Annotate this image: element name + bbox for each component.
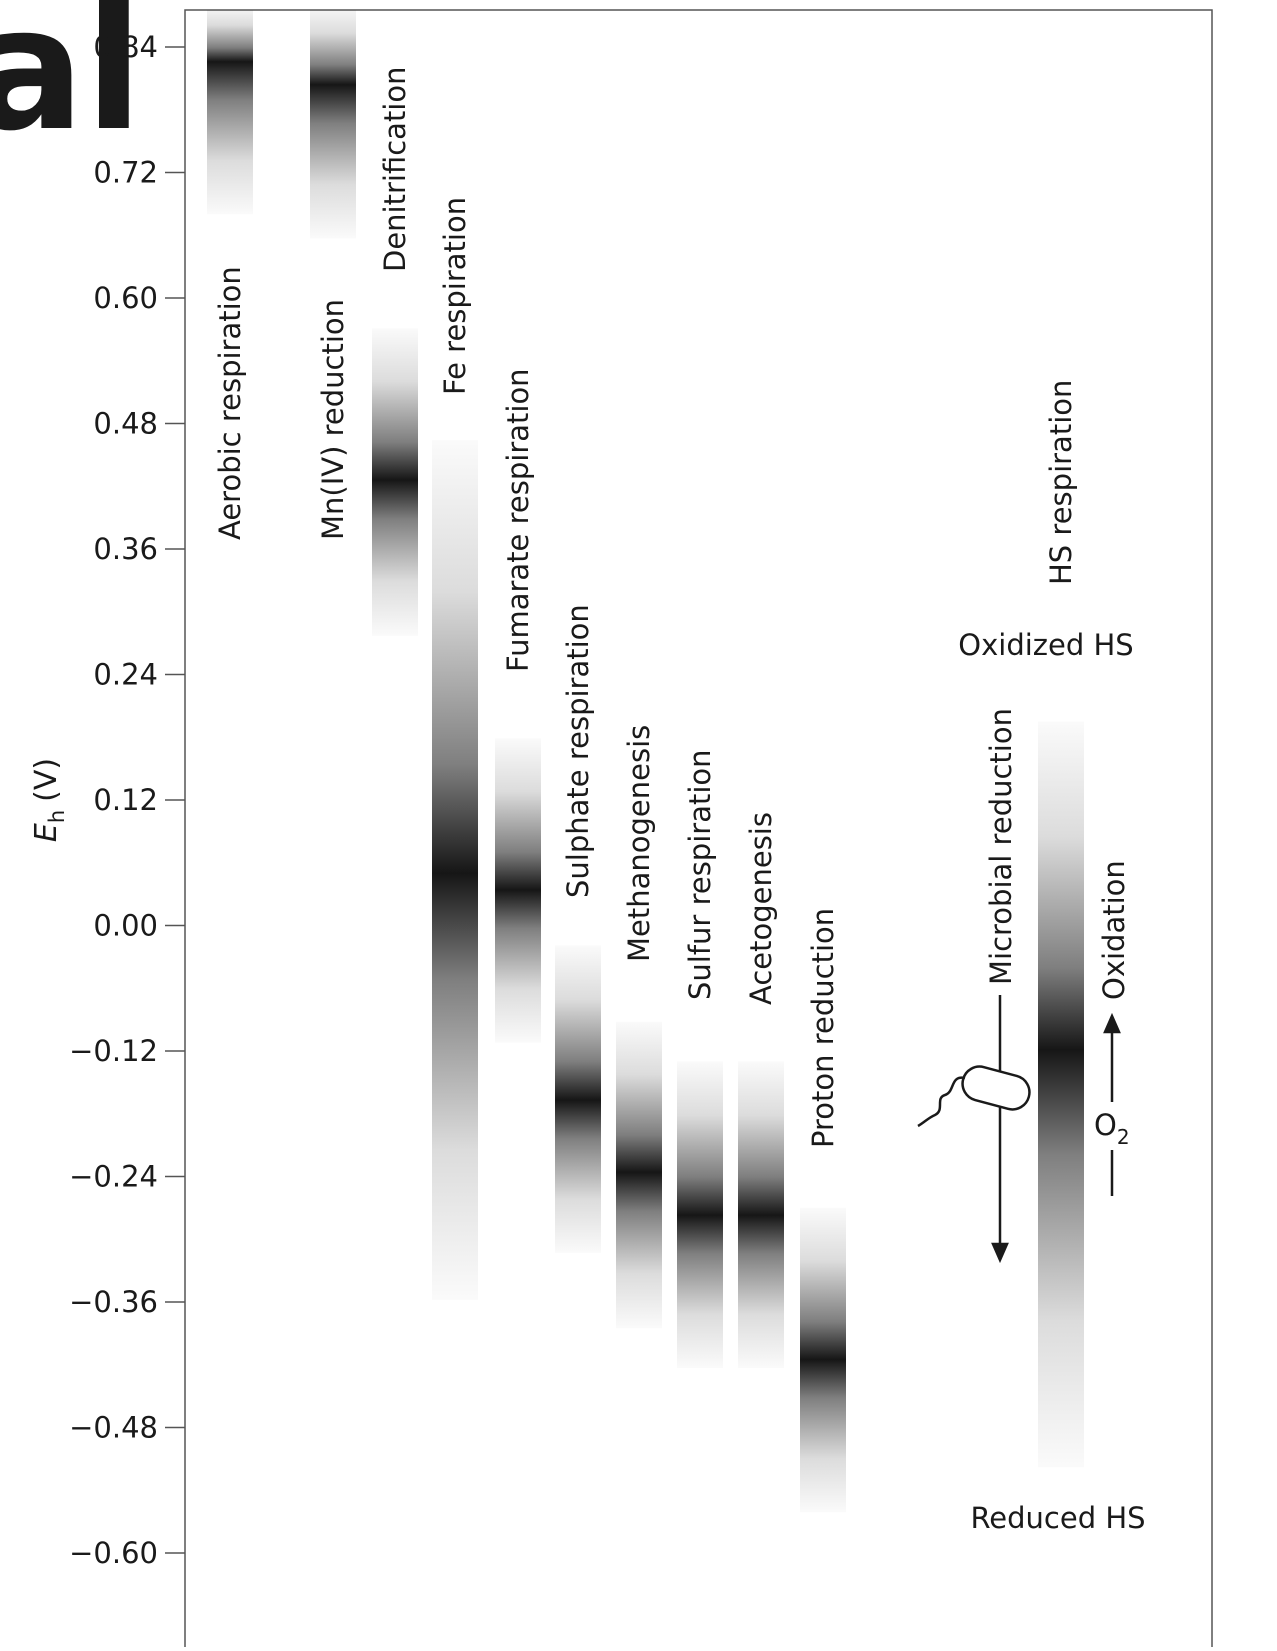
y-tick-label: −0.48 <box>69 1411 158 1445</box>
category-label: Denitrification <box>378 67 412 273</box>
y-label-main: E <box>29 823 64 842</box>
y-tick-label: 0.48 <box>93 407 158 441</box>
y-tick-label: 0.00 <box>93 909 158 943</box>
y-tick-label: 0.12 <box>93 783 158 817</box>
y-label-subscript: h <box>45 810 69 823</box>
category-label: Proton reduction <box>806 908 840 1148</box>
y-tick-label: 0.60 <box>93 281 158 315</box>
range-band <box>738 1061 784 1367</box>
category-label: Aerobic respiration <box>213 266 247 540</box>
agent-subscript: 2 <box>1117 1125 1130 1149</box>
annotation: Oxidized HS <box>958 628 1133 662</box>
annotation: O2 <box>1094 1108 1130 1149</box>
y-label-unit: (V) <box>29 758 64 802</box>
annotation: Oxidation <box>1097 860 1131 1000</box>
y-tick-label: 0.84 <box>93 30 158 64</box>
category-label: Methanogenesis <box>622 725 656 962</box>
range-band <box>555 945 601 1252</box>
chart: al Eh (V) Oxidized HS Reduced HS Microbia… <box>0 0 1277 1647</box>
category-label: Acetogenesis <box>744 812 778 1005</box>
y-tick-label: −0.12 <box>69 1034 158 1068</box>
range-band <box>616 1022 662 1328</box>
category-label: HS respiration <box>1044 380 1078 585</box>
category-label: Sulphate respiration <box>561 604 595 898</box>
y-tick-label: 0.72 <box>93 156 158 190</box>
category-label: Sulfur respiration <box>683 749 717 1000</box>
arrow-head <box>1105 1016 1119 1032</box>
flagellum <box>918 1078 965 1126</box>
category-label: Fe respiration <box>438 197 472 395</box>
page: {"cropped_text": "al", "chart_data": { "… <box>0 0 1277 1647</box>
range-band <box>677 1061 723 1367</box>
category-label: Mn(IV) reduction <box>316 299 350 540</box>
range-band <box>372 328 418 635</box>
y-tick-label: −0.60 <box>69 1536 158 1570</box>
cell <box>959 1063 1033 1113</box>
annotation: Reduced HS <box>970 1501 1145 1535</box>
annotation: Microbial reduction <box>984 708 1018 985</box>
y-tick-label: 0.24 <box>93 658 158 692</box>
range-band <box>800 1208 846 1512</box>
y-tick-label: −0.36 <box>69 1285 158 1319</box>
y-tick-label: −0.24 <box>69 1160 158 1194</box>
y-tick-label: 0.36 <box>93 532 158 566</box>
cropped-title: al <box>0 0 143 169</box>
bacterium-icon <box>918 1063 1033 1126</box>
range-band <box>1038 722 1084 1468</box>
agent-main: O <box>1094 1108 1117 1142</box>
range-band <box>207 5 253 214</box>
range-band <box>432 440 478 1300</box>
range-band <box>310 5 356 238</box>
arrow-head <box>993 1244 1007 1260</box>
y-axis-label: Eh (V) <box>29 758 69 842</box>
range-band <box>495 738 541 1042</box>
category-label: Fumarate respiration <box>501 368 535 672</box>
